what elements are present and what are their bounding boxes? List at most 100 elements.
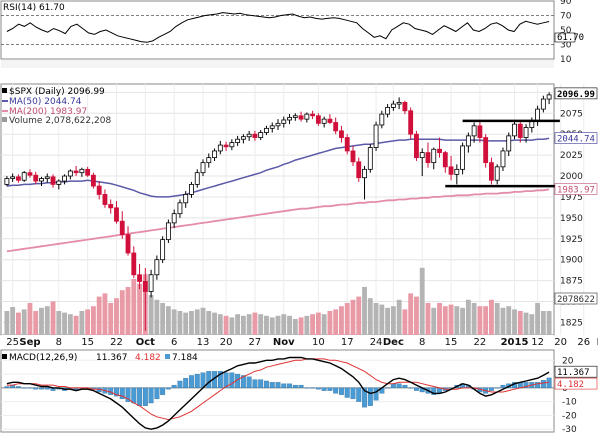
candle-up bbox=[304, 113, 310, 120]
volume-bar bbox=[189, 311, 194, 335]
macd-hist-bar bbox=[125, 387, 131, 402]
date-tick-label: Oct bbox=[136, 337, 155, 348]
volume-bar bbox=[385, 307, 391, 335]
candle-up bbox=[154, 259, 160, 276]
volume-bar bbox=[206, 311, 212, 335]
candle-down bbox=[298, 115, 304, 120]
macd-hist-bar bbox=[275, 382, 281, 389]
volume-bar bbox=[287, 315, 292, 335]
candle-up bbox=[454, 168, 460, 175]
macd-hist-bar bbox=[154, 387, 160, 400]
rsi-grid bbox=[1, 15, 554, 45]
macd-hist-bar bbox=[160, 387, 166, 395]
volume-bar bbox=[333, 309, 339, 335]
volume-bar bbox=[321, 314, 327, 335]
volume-bar bbox=[56, 311, 62, 335]
candle-up bbox=[206, 157, 212, 164]
volume-bar bbox=[27, 303, 33, 335]
volume-bar bbox=[4, 311, 10, 335]
candle-down bbox=[252, 133, 258, 138]
price-tick-label: 1975 bbox=[560, 193, 583, 203]
volume-bar bbox=[396, 299, 402, 335]
volume-bar bbox=[281, 314, 287, 335]
volume-bar bbox=[310, 314, 316, 335]
macd-hist-bar bbox=[321, 387, 327, 391]
date-tick-label: 20 bbox=[554, 337, 567, 348]
candle-up bbox=[362, 168, 367, 179]
macd-hist-legend-swatch bbox=[165, 354, 170, 359]
macd-hist-bar bbox=[15, 386, 21, 389]
date-tick-label: 10 bbox=[312, 337, 325, 348]
volume-bar bbox=[344, 303, 350, 335]
volume-bar bbox=[137, 283, 142, 335]
rsi-tick-label: 90 bbox=[560, 0, 572, 7]
candle-down bbox=[483, 137, 489, 164]
close-price-tag: 2096.99 bbox=[557, 90, 595, 100]
candle-down bbox=[408, 110, 414, 135]
candle-up bbox=[431, 148, 437, 164]
date-tick-label: 6 bbox=[171, 337, 177, 348]
volume-bar bbox=[217, 314, 223, 335]
rsi-series bbox=[6, 12, 550, 43]
macd-hist-bar bbox=[142, 387, 148, 406]
volume-bar bbox=[246, 314, 252, 335]
macd-hist-bar bbox=[500, 384, 506, 389]
volume-bar bbox=[119, 290, 125, 335]
volume-bar bbox=[315, 312, 321, 335]
macd-value-tag-box bbox=[554, 365, 598, 378]
candle-down bbox=[356, 161, 362, 179]
macd-hist-bar bbox=[373, 387, 379, 401]
volume-bar bbox=[500, 307, 506, 335]
candle-down bbox=[33, 174, 39, 182]
macd-tick-label: -20 bbox=[562, 411, 577, 421]
ma50-price-tag-box bbox=[554, 132, 598, 144]
candle-down bbox=[125, 234, 131, 254]
macd-hist-bar bbox=[269, 382, 275, 389]
volume-bar bbox=[114, 298, 119, 335]
rsi-y-axis: 90 70 50 30 10 bbox=[560, 0, 572, 65]
volume-bar bbox=[183, 312, 189, 335]
volume-bar bbox=[460, 307, 466, 335]
volume-bar bbox=[73, 315, 79, 335]
volume-bar bbox=[240, 315, 246, 335]
candle-up bbox=[535, 108, 540, 122]
candle-down bbox=[96, 185, 102, 195]
date-tick-label: 26 bbox=[577, 337, 590, 348]
volume-bar bbox=[350, 299, 356, 335]
volume-bar bbox=[275, 315, 281, 335]
close-price-tag-box bbox=[554, 87, 598, 100]
macd-hist-bar bbox=[413, 387, 419, 391]
volume-bar bbox=[494, 303, 500, 335]
rsi-line bbox=[6, 12, 550, 43]
macd-hist-bar bbox=[287, 383, 292, 389]
macd-hist-bar bbox=[310, 387, 316, 389]
macd-hist-bar bbox=[240, 375, 246, 389]
candle-up bbox=[4, 178, 10, 185]
candle-up bbox=[165, 222, 171, 241]
volume-bar bbox=[483, 306, 489, 335]
macd-hist-bar bbox=[131, 387, 137, 404]
volume-bar bbox=[471, 303, 477, 335]
candle-up bbox=[246, 133, 252, 138]
ma50-price-tag: 2044.74 bbox=[557, 135, 595, 145]
macd-hist-bar bbox=[21, 387, 27, 389]
ma200-price-tag-box bbox=[554, 183, 598, 195]
candle-up bbox=[494, 166, 500, 181]
candle-up bbox=[171, 213, 177, 224]
volume-tag: 2078622 bbox=[557, 295, 595, 305]
volume-bar bbox=[160, 303, 166, 335]
volume-bar bbox=[362, 287, 367, 335]
candle-down bbox=[16, 176, 21, 181]
candle-down bbox=[442, 152, 448, 168]
volume-bar bbox=[546, 311, 552, 335]
moving-averages bbox=[6, 137, 550, 253]
date-tick-label: Sep bbox=[19, 337, 40, 348]
candle-up bbox=[390, 103, 396, 108]
macd-hist-bar bbox=[183, 378, 189, 389]
date-tick-label: 27 bbox=[249, 337, 262, 348]
macd-hist-bar bbox=[390, 383, 396, 389]
date-tick-label: 22 bbox=[110, 337, 123, 348]
date-axis: 25 Sep 8 15 22 Oct 6 13 20 27 Nov 10 17 24 Dec 8 15 22 201… bbox=[6, 337, 598, 348]
macd-hist-bar bbox=[315, 387, 321, 390]
